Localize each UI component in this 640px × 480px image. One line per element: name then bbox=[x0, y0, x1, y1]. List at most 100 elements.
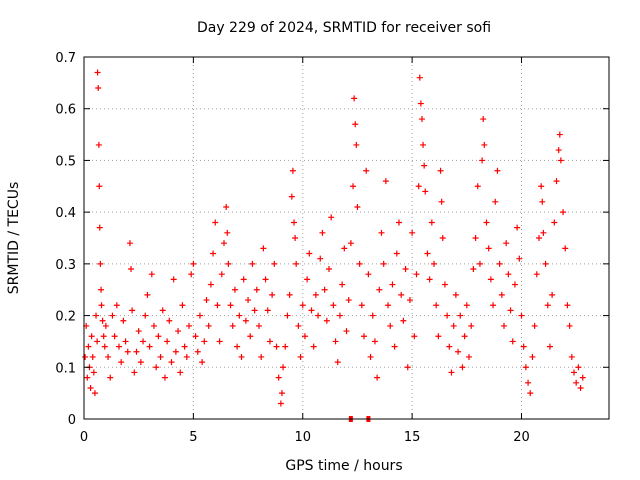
data-point bbox=[450, 322, 457, 329]
data-point bbox=[406, 297, 413, 304]
data-point bbox=[225, 260, 232, 267]
data-point bbox=[253, 286, 260, 293]
data-point bbox=[354, 203, 361, 210]
data-point bbox=[369, 312, 376, 319]
data-point bbox=[538, 183, 545, 190]
data-point bbox=[210, 250, 217, 257]
data-point bbox=[186, 322, 192, 329]
data-point bbox=[96, 224, 103, 231]
data-point bbox=[356, 260, 363, 267]
data-point bbox=[95, 85, 102, 92]
data-point bbox=[179, 302, 186, 309]
data-point bbox=[218, 271, 225, 278]
data-point bbox=[284, 312, 291, 319]
data-point bbox=[514, 224, 521, 231]
y-tick-label: 0.4 bbox=[55, 206, 76, 221]
data-point bbox=[416, 74, 423, 81]
data-point bbox=[111, 333, 118, 340]
x-tick-label: 0 bbox=[80, 430, 88, 445]
data-point bbox=[415, 183, 422, 190]
data-point bbox=[192, 333, 199, 340]
data-point bbox=[240, 276, 247, 283]
chart-title: Day 229 of 2024, SRMTID for receiver sof… bbox=[197, 20, 491, 36]
data-point bbox=[485, 245, 492, 252]
data-point bbox=[496, 260, 503, 267]
data-point bbox=[317, 255, 324, 262]
data-point bbox=[87, 384, 94, 391]
data-point bbox=[525, 379, 532, 386]
data-point bbox=[275, 374, 282, 381]
data-point bbox=[505, 271, 512, 278]
data-point bbox=[194, 348, 201, 355]
data-point bbox=[421, 162, 428, 169]
data-point bbox=[85, 343, 92, 350]
data-point bbox=[536, 235, 542, 241]
data-point bbox=[308, 307, 315, 314]
data-point bbox=[374, 374, 381, 381]
data-point bbox=[236, 312, 243, 319]
data-point bbox=[343, 328, 350, 335]
data-point bbox=[382, 178, 389, 185]
data-point bbox=[476, 260, 483, 267]
data-point bbox=[402, 266, 409, 273]
data-point bbox=[398, 291, 405, 298]
data-point bbox=[146, 343, 153, 350]
data-point bbox=[269, 291, 276, 298]
data-point bbox=[155, 333, 162, 340]
grid-lines bbox=[84, 57, 609, 419]
data-point bbox=[363, 167, 370, 174]
data-point bbox=[199, 359, 206, 366]
data-point bbox=[131, 369, 138, 376]
data-point bbox=[266, 338, 273, 345]
data-point bbox=[301, 333, 308, 340]
data-point bbox=[231, 286, 238, 293]
data-point bbox=[135, 328, 142, 335]
data-point bbox=[330, 302, 337, 309]
data-point bbox=[113, 302, 120, 309]
data-point bbox=[306, 250, 313, 257]
data-point bbox=[258, 353, 265, 360]
data-point bbox=[286, 291, 293, 298]
data-point bbox=[166, 317, 173, 324]
data-point bbox=[549, 291, 556, 298]
data-point bbox=[557, 157, 564, 164]
x-tick-label: 10 bbox=[294, 430, 311, 445]
data-point bbox=[251, 307, 258, 314]
data-point bbox=[260, 245, 267, 252]
data-point bbox=[323, 317, 330, 324]
data-point bbox=[560, 209, 567, 216]
data-point bbox=[190, 260, 197, 267]
data-point bbox=[542, 260, 549, 267]
data-point bbox=[183, 353, 190, 360]
data-point bbox=[396, 219, 402, 226]
data-point bbox=[507, 307, 514, 314]
data-point bbox=[271, 260, 278, 267]
data-point bbox=[84, 374, 91, 381]
data-point bbox=[424, 250, 431, 257]
data-point bbox=[291, 219, 297, 226]
data-point bbox=[118, 359, 125, 366]
x-axis-label: GPS time / hours bbox=[285, 458, 402, 474]
data-points bbox=[82, 69, 586, 407]
data-point bbox=[470, 266, 477, 273]
data-point bbox=[472, 235, 479, 241]
data-point bbox=[223, 203, 230, 210]
data-point bbox=[479, 157, 486, 164]
data-point bbox=[413, 271, 420, 278]
data-point bbox=[273, 343, 280, 350]
data-point bbox=[339, 281, 346, 288]
data-point bbox=[494, 167, 501, 174]
data-point bbox=[203, 297, 210, 304]
data-point bbox=[341, 245, 348, 252]
x-tick-label: 15 bbox=[404, 430, 421, 445]
data-point bbox=[540, 229, 547, 236]
data-point bbox=[126, 240, 133, 247]
data-point bbox=[95, 141, 102, 148]
data-point bbox=[310, 343, 317, 350]
data-point bbox=[501, 322, 507, 329]
data-point bbox=[116, 343, 122, 350]
data-point bbox=[433, 302, 440, 309]
data-point bbox=[122, 338, 129, 345]
y-tick-label: 0.2 bbox=[55, 310, 76, 325]
